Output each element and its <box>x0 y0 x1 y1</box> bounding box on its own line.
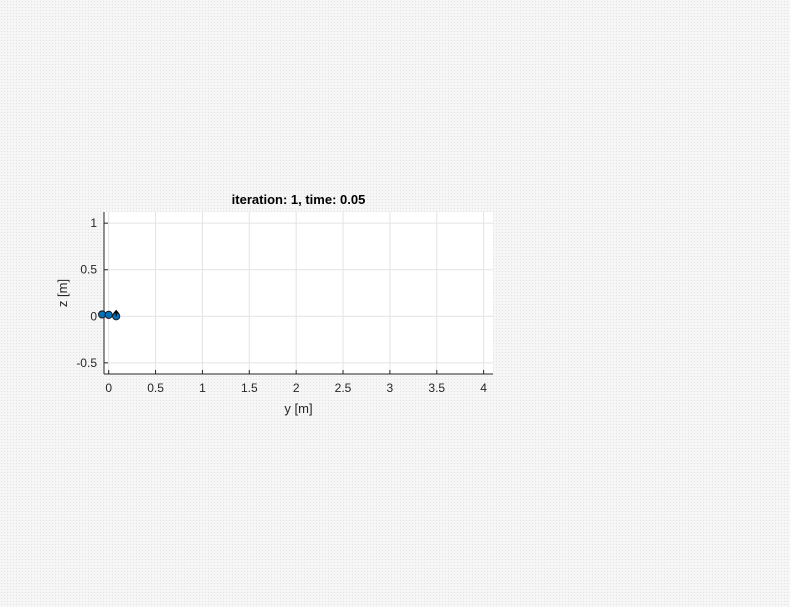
y-axis-label: z [m] <box>55 279 70 307</box>
y-tick-label-3: 1 <box>90 216 97 230</box>
x-tick-label-1: 0.5 <box>147 381 164 395</box>
x-tick-label-7: 3.5 <box>428 381 445 395</box>
y-tick-label-1: 0 <box>90 309 97 323</box>
x-tick-label-4: 2 <box>293 381 300 395</box>
x-tick-label-2: 1 <box>199 381 206 395</box>
x-tick-label-0: 0 <box>105 381 112 395</box>
series-joints-point-1 <box>104 310 113 319</box>
x-tick-label-5: 2.5 <box>335 381 352 395</box>
plot-axes: 0 0.5 1 1.5 2 2.5 3 3.5 4 -0.5 0 0.5 1 y [m] z [m] iter… <box>55 192 493 416</box>
x-tick-label-3: 1.5 <box>241 381 258 395</box>
x-axis-label: y [m] <box>284 401 312 416</box>
y-tick-label-2: 0.5 <box>80 263 97 277</box>
axes-background <box>104 212 493 374</box>
x-tick-label-6: 3 <box>387 381 394 395</box>
y-tick-label-0: -0.5 <box>76 356 97 370</box>
chart-title: iteration: 1, time: 0.05 <box>232 192 366 207</box>
series-arrow-head-0 <box>113 309 120 315</box>
x-tick-label-8: 4 <box>480 381 487 395</box>
